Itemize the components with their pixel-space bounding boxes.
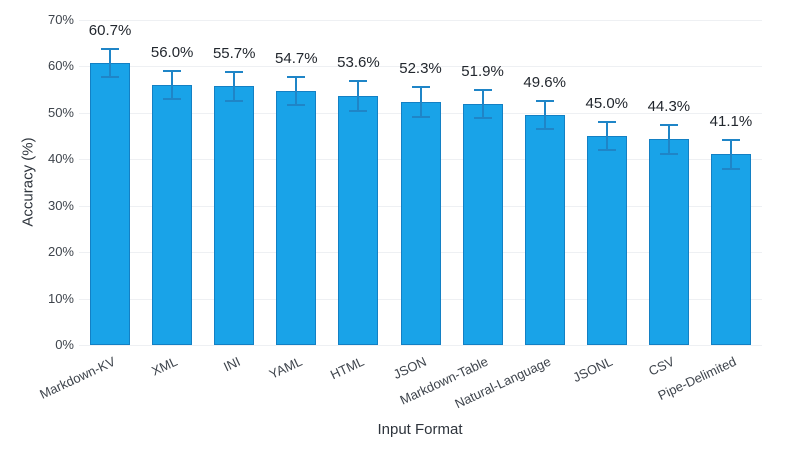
value-label: 54.7% xyxy=(275,49,318,67)
error-bar-line xyxy=(543,100,546,129)
error-bar-cap-top xyxy=(101,48,120,51)
error-bar-cap-bottom xyxy=(535,127,554,130)
bar xyxy=(648,139,689,345)
error-bar-cap-bottom xyxy=(349,110,368,112)
gridline xyxy=(79,345,762,346)
gridline xyxy=(79,66,762,68)
error-bar-line xyxy=(605,121,608,151)
bar xyxy=(400,102,441,345)
error-bar-cap-bottom xyxy=(721,167,740,170)
error-bar-line xyxy=(481,89,484,119)
x-axis-title: Input Format xyxy=(377,421,463,438)
bar xyxy=(152,85,193,345)
bar xyxy=(276,91,317,345)
error-bar-cap-top xyxy=(535,99,554,102)
error-bar-cap-bottom xyxy=(225,99,244,102)
bar xyxy=(710,154,751,345)
value-label: 41.1% xyxy=(709,112,753,130)
y-tick-label: 20% xyxy=(47,244,74,260)
error-bar-cap-top xyxy=(721,138,740,141)
y-tick-label: 50% xyxy=(47,104,74,120)
x-tick-label: JSONL xyxy=(570,353,615,386)
error-bar-cap-top xyxy=(411,86,430,89)
error-bar-cap-bottom xyxy=(473,117,492,120)
bar xyxy=(524,114,565,345)
x-tick-label: HTML xyxy=(327,353,367,383)
error-bar-line xyxy=(419,87,422,118)
error-bar-cap-top xyxy=(225,71,244,73)
x-tick-label: Markdown-KV xyxy=(37,353,119,402)
y-tick-label: 10% xyxy=(47,290,74,306)
value-label: 44.3% xyxy=(647,97,691,115)
x-tick-label: INI xyxy=(220,353,243,375)
y-tick-label: 30% xyxy=(47,197,74,213)
error-bar-line xyxy=(171,70,174,100)
error-bar-cap-bottom xyxy=(101,76,120,79)
bar xyxy=(90,63,131,345)
value-label: 51.9% xyxy=(461,62,504,80)
error-bar-cap-top xyxy=(349,80,368,83)
y-tick-label: 60% xyxy=(47,58,74,74)
bar xyxy=(214,86,255,345)
error-bar-cap-top xyxy=(473,88,492,91)
error-bar-cap-bottom xyxy=(597,149,616,152)
x-tick-label: JSON xyxy=(390,353,429,382)
error-bar-line xyxy=(667,124,670,154)
error-bar-cap-top xyxy=(597,120,616,123)
gridline xyxy=(79,20,762,21)
bar xyxy=(586,136,627,345)
bar xyxy=(338,96,379,345)
error-bar-line xyxy=(109,49,112,78)
value-label: 53.6% xyxy=(337,54,380,72)
error-bar-cap-top xyxy=(659,123,678,126)
value-label: 56.0% xyxy=(150,43,194,61)
value-label: 49.6% xyxy=(523,73,566,91)
error-bar-cap-top xyxy=(287,75,306,78)
x-tick-label: XML xyxy=(149,353,181,379)
x-tick-label: CSV xyxy=(646,353,677,379)
error-bar-line xyxy=(233,72,236,101)
value-label: 60.7% xyxy=(88,22,132,40)
y-tick-label: 40% xyxy=(47,151,74,167)
error-bar-cap-bottom xyxy=(411,116,430,119)
error-bar-line xyxy=(295,76,298,106)
error-bar-line xyxy=(357,81,360,111)
error-bar-cap-bottom xyxy=(287,104,306,107)
bar xyxy=(462,104,503,345)
error-bar-cap-bottom xyxy=(163,98,182,101)
error-bar-cap-top xyxy=(163,69,182,72)
value-label: 52.3% xyxy=(399,60,442,78)
error-bar-cap-bottom xyxy=(659,152,678,155)
x-tick-label: YAML xyxy=(266,353,305,382)
y-tick-label: 0% xyxy=(55,337,74,352)
error-bar-line xyxy=(729,139,732,169)
y-tick-label: 70% xyxy=(47,12,74,27)
value-label: 55.7% xyxy=(212,45,256,62)
value-label: 45.0% xyxy=(585,94,629,112)
